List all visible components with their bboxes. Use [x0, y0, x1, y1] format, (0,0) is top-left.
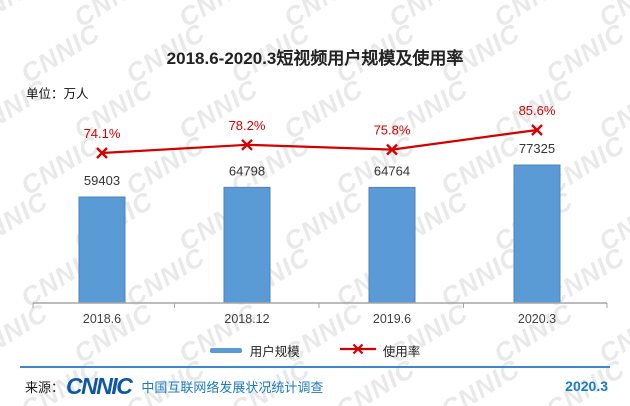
legend-item-usage-rate: 使用率	[339, 341, 421, 360]
bar-series-swatch-icon	[209, 348, 242, 353]
usage-rate-line	[101, 128, 538, 155]
bar-2018.12	[223, 186, 271, 304]
x-marker-icon	[531, 124, 543, 136]
usage-rate-label: 74.1%	[84, 126, 121, 141]
bar-value-label: 64798	[229, 163, 265, 178]
bar-2018.6	[78, 196, 126, 304]
legend-label-usage-rate: 使用率	[382, 345, 421, 359]
legend-item-user-scale: 用户规模	[209, 341, 300, 360]
footer: 来源： CNNIC 中国互联网络发展状况统计调查 2020.3	[25, 371, 608, 401]
legend: 用户规模 使用率	[0, 341, 630, 360]
usage-rate-label: 78.2%	[229, 118, 266, 133]
bar-value-label: 59403	[84, 173, 120, 188]
legend-label-user-scale: 用户规模	[249, 345, 300, 359]
x-axis-label: 2018.12	[224, 312, 269, 326]
line-series-swatch-icon	[339, 343, 376, 358]
source-text: 中国互联网络发展状况统计调查	[141, 379, 324, 395]
report-date: 2020.3	[565, 378, 608, 394]
source-prefix: 来源：	[25, 379, 65, 395]
bar-value-label: 77325	[519, 141, 555, 156]
bar-value-label: 64764	[374, 163, 410, 178]
x-marker-icon	[96, 147, 108, 159]
chart-title: 2018.6-2020.3短视频用户规模及使用率	[166, 49, 464, 68]
x-marker-icon	[386, 143, 398, 156]
x-axis-label: 2019.6	[373, 312, 411, 326]
x-axis-label: 2018.6	[83, 312, 121, 326]
usage-rate-label: 85.6%	[519, 103, 556, 118]
x-axis-label: 2020.3	[518, 312, 556, 326]
plot-area: 59403 64798 64764 77325 2018.6 2018.12 2019.6 2…	[32, 103, 608, 326]
usage-rate-label: 75.8%	[374, 123, 411, 138]
bar-2020.3	[513, 164, 561, 304]
footer-divider	[20, 366, 610, 368]
bar-2019.6	[368, 186, 416, 304]
cnnic-logo: CNNIC	[66, 372, 133, 399]
x-marker-icon	[241, 138, 253, 151]
unit-label: 单位：万人	[26, 87, 89, 101]
